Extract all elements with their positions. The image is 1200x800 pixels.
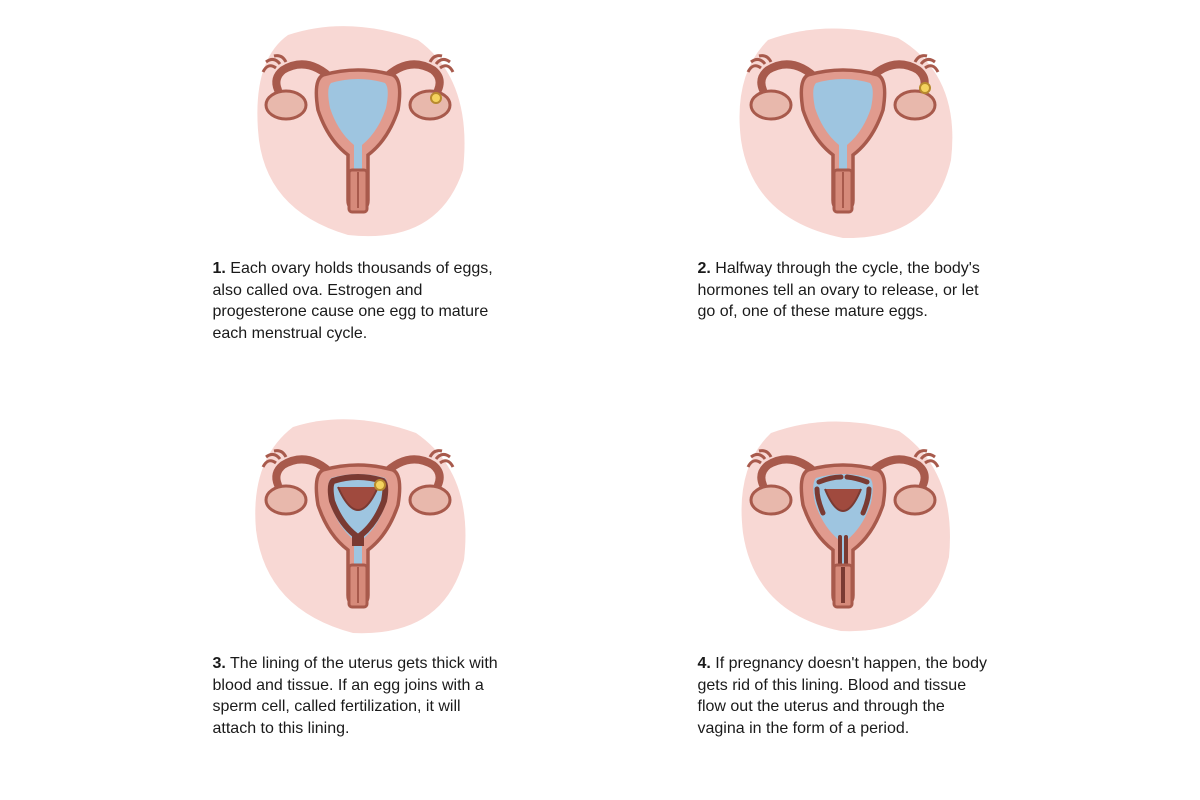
uterus-icon [238,415,478,645]
diagram-2 [723,20,963,250]
diagram-1 [238,20,478,250]
caption-2-num: 2. [698,260,711,277]
caption-1-num: 1. [213,260,226,277]
caption-2-text: Halfway through the cycle, the body's ho… [698,260,980,320]
caption-4-num: 4. [698,655,711,672]
diagram-3 [238,415,478,645]
caption-3-num: 3. [213,655,226,672]
caption-3-text: The lining of the uterus gets thick with… [213,655,498,737]
caption-4: 4. If pregnancy doesn't happen, the body… [698,653,988,739]
panel-1: 1. Each ovary holds thousands of eggs, a… [150,20,565,385]
diagram-4 [723,415,963,645]
panel-2: 2. Halfway through the cycle, the body's… [635,20,1050,385]
uterus-icon [238,20,478,250]
uterus-icon [723,415,963,645]
caption-1: 1. Each ovary holds thousands of eggs, a… [213,258,503,344]
caption-1-text: Each ovary holds thousands of eggs, also… [213,260,493,342]
uterus-icon [723,20,963,250]
caption-2: 2. Halfway through the cycle, the body's… [698,258,988,323]
infographic-grid: 1. Each ovary holds thousands of eggs, a… [150,20,1050,780]
panel-4: 4. If pregnancy doesn't happen, the body… [635,415,1050,780]
caption-3: 3. The lining of the uterus gets thick w… [213,653,503,739]
caption-4-text: If pregnancy doesn't happen, the body ge… [698,655,988,737]
panel-3: 3. The lining of the uterus gets thick w… [150,415,565,780]
